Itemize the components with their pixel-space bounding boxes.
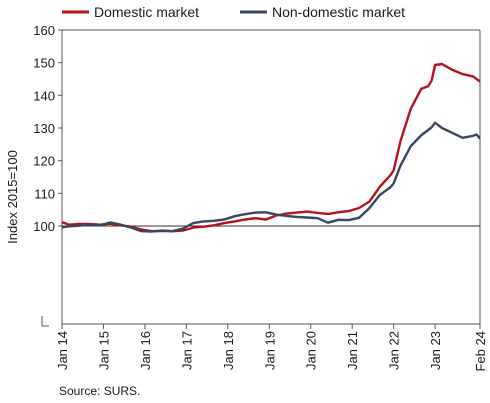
x-tick-label: Jan 22	[387, 331, 402, 370]
axis-break-mark	[41, 316, 49, 327]
y-tick-label: 100	[33, 219, 55, 234]
x-tick-label: Jan 16	[138, 331, 153, 370]
x-tick-label: Jan 18	[221, 331, 236, 370]
x-tick-label: Jan 21	[345, 331, 360, 370]
series-line-domestic	[61, 62, 481, 233]
series-line-non-domestic	[61, 121, 481, 233]
legend-label-non-domestic: Non-domestic market	[272, 4, 405, 20]
x-tick-label: Jan 23	[428, 331, 443, 370]
y-tick-label: 110	[34, 186, 55, 201]
legend: Domestic market Non-domestic market	[62, 4, 405, 20]
y-tick-label: 120	[33, 154, 55, 169]
x-tick-label: Jan 19	[262, 331, 277, 370]
legend-label-domestic: Domestic market	[94, 4, 199, 20]
y-tick-label: 160	[33, 23, 55, 38]
y-tick-label: 140	[33, 88, 55, 103]
y-axis-title: Index 2015=100	[5, 150, 20, 244]
x-tick-label: Jan 14	[55, 331, 70, 370]
x-tick-label: Jan 20	[304, 331, 319, 370]
x-tick-label: Jan 17	[179, 331, 194, 370]
source-note: Source: SURS.	[59, 384, 141, 398]
y-tick-label: 130	[33, 121, 55, 136]
x-tick-label: Jan 15	[96, 331, 111, 370]
y-tick-label: 150	[33, 56, 55, 71]
x-tick-label: Feb 24	[473, 331, 488, 371]
series-group	[61, 62, 481, 233]
axes: 100 110 120 130 140 150 160 Jan 14 Jan 15 Jan 16 J…	[33, 23, 488, 371]
